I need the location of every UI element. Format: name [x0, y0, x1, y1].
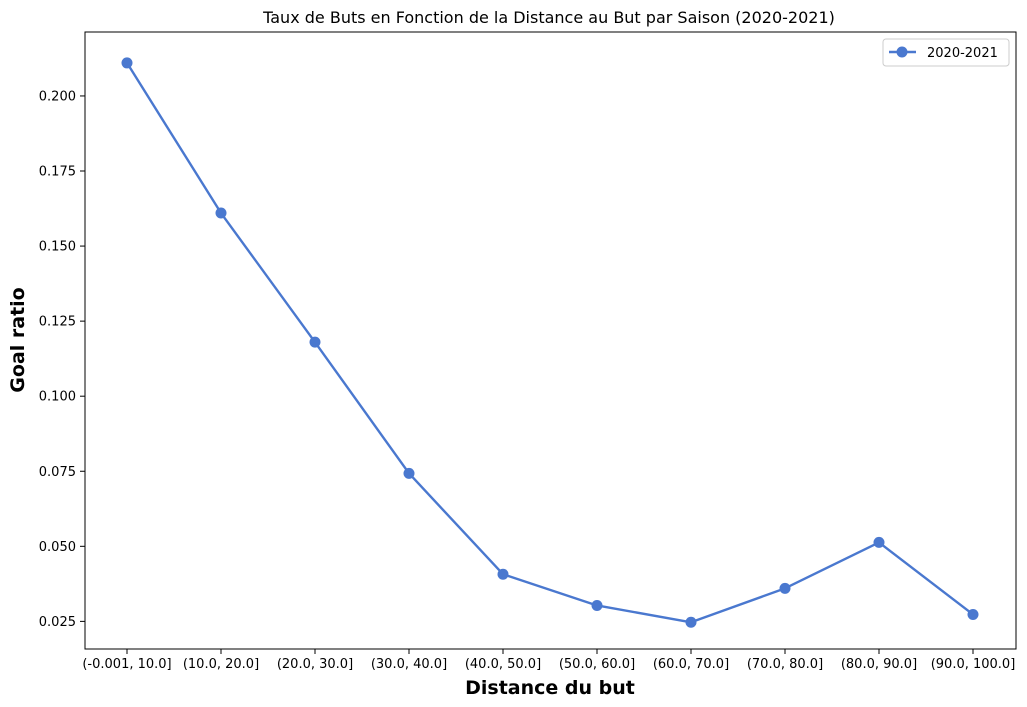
series-line: [125, 62, 974, 624]
legend-label: 2020-2021: [927, 46, 998, 61]
x-tick-label: (10.0, 20.0]: [183, 657, 259, 672]
data-point: [873, 536, 885, 548]
y-tick-label: 0.050: [39, 540, 76, 555]
x-tick-label: (70.0, 80.0]: [747, 657, 823, 672]
data-point: [967, 608, 979, 620]
x-tick-label: (80.0, 90.0]: [841, 657, 917, 672]
y-axis: 0.025 0.050 0.075 0.100 0.125 0.150 0.175 0.200: [39, 89, 85, 630]
plot-area: [84, 31, 1017, 650]
data-point: [779, 582, 791, 594]
data-point: [309, 336, 321, 348]
legend-marker: [896, 46, 908, 58]
x-axis: (-0.001, 10.0] (10.0, 20.0] (20.0, 30.0] (3…: [82, 649, 1015, 672]
y-tick-label: 0.175: [39, 165, 76, 180]
y-tick-label: 0.025: [39, 615, 76, 630]
y-axis-label: Goal ratio: [7, 287, 29, 392]
y-tick-label: 0.125: [39, 315, 76, 330]
x-tick-label: (-0.001, 10.0]: [82, 657, 171, 672]
x-tick-label: (40.0, 50.0]: [465, 657, 541, 672]
legend: 2020-2021: [882, 38, 1010, 67]
x-axis-label: Distance du but: [465, 677, 635, 699]
data-point: [591, 599, 603, 611]
data-point: [497, 568, 509, 580]
data-point: [121, 57, 133, 69]
x-tick-label: (30.0, 40.0]: [371, 657, 447, 672]
x-tick-label: (90.0, 100.0]: [931, 657, 1016, 672]
legend-box: [882, 38, 1010, 67]
chart-title: Taux de Buts en Fonction de la Distance …: [262, 8, 835, 27]
x-tick-label: (50.0, 60.0]: [559, 657, 635, 672]
y-tick-label: 0.200: [39, 89, 76, 104]
series-layer: [121, 57, 979, 628]
data-point: [215, 207, 227, 219]
data-point: [685, 616, 697, 628]
x-tick-label: (60.0, 70.0]: [653, 657, 729, 672]
x-tick-label: (20.0, 30.0]: [277, 657, 353, 672]
y-tick-label: 0.150: [39, 240, 76, 255]
y-tick-label: 0.075: [39, 465, 76, 480]
y-tick-label: 0.100: [39, 390, 76, 405]
data-point: [403, 467, 415, 479]
